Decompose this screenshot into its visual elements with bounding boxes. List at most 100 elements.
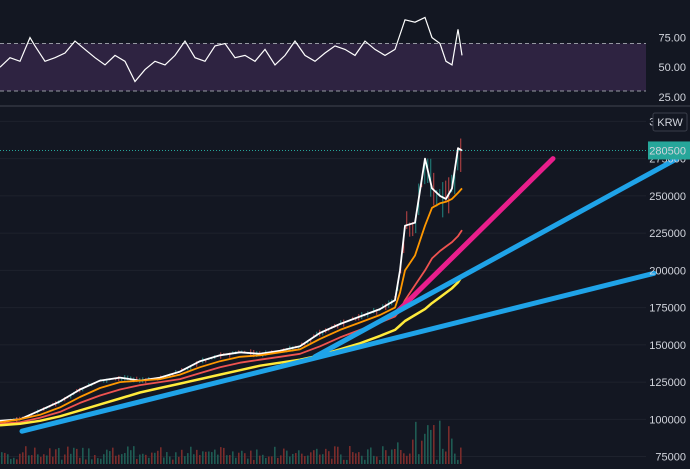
volume-bar bbox=[172, 459, 174, 464]
volume-bar bbox=[40, 456, 42, 464]
volume-bar bbox=[136, 458, 138, 464]
volume-bar bbox=[253, 459, 255, 464]
volume-bar bbox=[196, 449, 198, 464]
trendline-2[interactable] bbox=[19, 270, 657, 434]
trendlines bbox=[19, 156, 680, 434]
volume-bar bbox=[295, 453, 297, 464]
volume-bar bbox=[427, 425, 429, 464]
last-price-badge[interactable] bbox=[648, 141, 690, 160]
volume-bar bbox=[352, 452, 354, 464]
volume-bar bbox=[28, 455, 30, 464]
volume-bar bbox=[340, 454, 342, 464]
volume-bar bbox=[34, 447, 36, 464]
volume-bar bbox=[43, 454, 45, 464]
volume-bar bbox=[121, 454, 123, 464]
volume-bar bbox=[163, 457, 165, 464]
volume-bar bbox=[16, 459, 18, 464]
volume-bar bbox=[370, 447, 372, 464]
volume-bar bbox=[439, 420, 441, 464]
volume-bar bbox=[199, 455, 201, 464]
volume-bar bbox=[103, 454, 105, 464]
volume-bar bbox=[85, 459, 87, 464]
volume-bar bbox=[319, 454, 321, 464]
price-tick-label: 125000 bbox=[649, 377, 686, 389]
volume-bars bbox=[1, 420, 462, 464]
trendline-1[interactable] bbox=[312, 156, 680, 360]
volume-bar bbox=[373, 455, 375, 464]
volume-bar bbox=[442, 448, 444, 464]
volume-bar bbox=[76, 448, 78, 464]
price-tick-label: 175000 bbox=[649, 303, 686, 315]
price-line-2[interactable] bbox=[0, 229, 463, 425]
volume-bar bbox=[280, 455, 282, 464]
volume-bar bbox=[79, 457, 81, 464]
volume-bar bbox=[460, 447, 462, 464]
volume-bar bbox=[169, 456, 171, 464]
volume-bar bbox=[445, 451, 447, 464]
volume-bar bbox=[184, 456, 186, 464]
volume-bar bbox=[412, 439, 414, 464]
volume-bar bbox=[100, 458, 102, 464]
volume-bar bbox=[46, 455, 48, 464]
volume-bar bbox=[409, 453, 411, 464]
volume-bar bbox=[142, 453, 144, 464]
volume-bar bbox=[433, 425, 435, 464]
volume-bar bbox=[289, 456, 291, 464]
volume-bar bbox=[55, 449, 57, 464]
volume-bar bbox=[160, 447, 162, 464]
volume-bar bbox=[346, 459, 348, 464]
volume-bar bbox=[277, 457, 279, 464]
volume-bar bbox=[244, 453, 246, 464]
volume-bar bbox=[112, 447, 114, 464]
volume-bar bbox=[385, 450, 387, 464]
volume-bar bbox=[334, 446, 336, 464]
volume-bar bbox=[262, 454, 264, 464]
volume-bar bbox=[139, 454, 141, 464]
volume-bar bbox=[73, 447, 75, 464]
oscillator-tick-label: 75.00 bbox=[658, 33, 686, 45]
volume-bar bbox=[232, 451, 234, 464]
volume-bar bbox=[145, 454, 147, 464]
price-line-0[interactable] bbox=[0, 147, 463, 422]
currency-label-box[interactable] bbox=[652, 112, 688, 132]
oscillator-band bbox=[0, 43, 646, 91]
volume-bar bbox=[22, 452, 24, 464]
trendline-0[interactable] bbox=[394, 156, 556, 315]
volume-bar bbox=[67, 446, 69, 464]
volume-bar bbox=[118, 454, 120, 464]
volume-bar bbox=[349, 446, 351, 464]
oscillator-line[interactable] bbox=[0, 16, 463, 83]
volume-bar bbox=[124, 453, 126, 464]
volume-bar bbox=[235, 457, 237, 464]
volume-bar bbox=[1, 452, 3, 464]
volume-bar bbox=[106, 449, 108, 464]
volume-bar bbox=[457, 459, 459, 464]
volume-bar bbox=[454, 453, 456, 464]
volume-bar bbox=[256, 449, 258, 464]
volume-bar bbox=[397, 442, 399, 464]
oscillator-grid bbox=[0, 43, 646, 92]
volume-bar bbox=[238, 452, 240, 464]
volume-bar bbox=[391, 449, 393, 464]
volume-bar bbox=[82, 447, 84, 464]
price-tick-label: 225000 bbox=[649, 228, 686, 240]
volume-bar bbox=[331, 458, 333, 464]
volume-bar bbox=[214, 449, 216, 464]
volume-bar bbox=[313, 450, 315, 464]
volume-bar bbox=[343, 459, 345, 464]
volume-bar bbox=[265, 457, 267, 464]
volume-bar bbox=[424, 433, 426, 464]
volume-bar bbox=[451, 438, 453, 464]
volume-bar bbox=[217, 454, 219, 464]
volume-bar bbox=[157, 450, 159, 464]
volume-bar bbox=[208, 451, 210, 464]
volume-bar bbox=[400, 449, 402, 464]
volume-bar bbox=[382, 446, 384, 464]
volume-bar bbox=[52, 456, 54, 464]
volume-bar bbox=[325, 448, 327, 464]
price-line-1[interactable] bbox=[0, 187, 463, 424]
volume-bar bbox=[388, 455, 390, 464]
volume-bar bbox=[190, 446, 192, 464]
